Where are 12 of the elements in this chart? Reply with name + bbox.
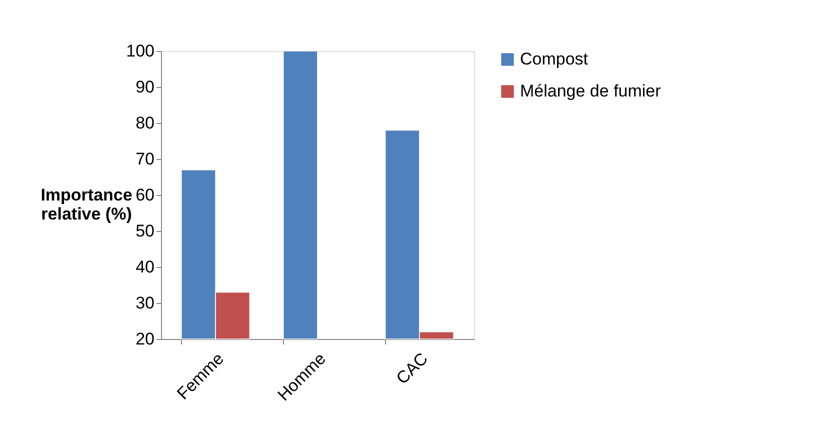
y-tick-label: 50 [136,222,154,240]
y-tick-label: 90 [136,78,154,96]
y-tick-label: 30 [136,294,154,312]
y-tick-label: 100 [126,42,154,60]
y-tick-label: 40 [136,258,154,276]
y-axis-title: Importance relative (%) [40,186,132,224]
y-tick-label: 70 [136,150,154,168]
y-tick-label: 80 [136,114,154,132]
legend-label: Compost [520,50,588,68]
y-tick-label: 60 [136,186,154,204]
legend-label: Mélange de fumier [520,82,662,100]
y-tick-label: 20 [136,330,154,348]
